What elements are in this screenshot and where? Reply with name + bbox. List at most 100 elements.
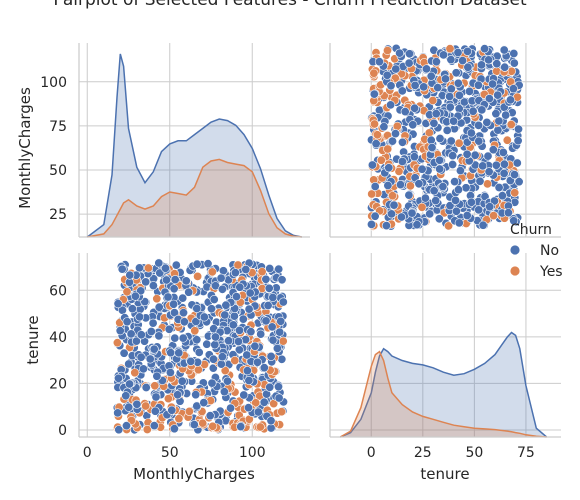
scatter-point-no bbox=[117, 264, 127, 274]
scatter-point-no bbox=[395, 48, 405, 58]
scatter-point-no bbox=[148, 318, 158, 328]
x-axis-label-tenure: tenure bbox=[420, 465, 469, 483]
scatter-point-no bbox=[454, 218, 464, 228]
scatter-point-no bbox=[412, 220, 422, 230]
scatter-point-no bbox=[216, 359, 226, 369]
scatter-point-no bbox=[274, 264, 284, 274]
scatter-monthlycharges-vs-tenure-panel: 0 20 40 60 0 50 100 bbox=[49, 253, 310, 461]
scatter-point-no bbox=[499, 159, 509, 169]
scatter-point-no bbox=[451, 68, 461, 78]
scatter-point-no bbox=[386, 209, 396, 219]
scatter-point-no bbox=[448, 151, 458, 161]
scatter-point-no bbox=[512, 158, 522, 168]
scatter-point-no bbox=[150, 406, 160, 416]
scatter-point-no bbox=[390, 129, 400, 139]
scatter-point-no bbox=[167, 405, 177, 415]
scatter-point-yes bbox=[174, 414, 184, 424]
scatter-point-no bbox=[163, 292, 173, 302]
scatter-point-no bbox=[278, 297, 288, 307]
scatter-point-no bbox=[431, 57, 441, 67]
scatter-point-no bbox=[482, 117, 492, 127]
scatter-point-no bbox=[114, 425, 124, 435]
scatter-point-yes bbox=[489, 211, 499, 221]
scatter-point-no bbox=[244, 304, 254, 314]
scatter-point-no bbox=[466, 128, 476, 138]
scatter-point-no bbox=[229, 311, 239, 321]
scatter-point-no bbox=[493, 90, 503, 100]
scatter-point-no bbox=[438, 50, 448, 60]
scatter-point-yes bbox=[190, 326, 200, 336]
scatter-point-no bbox=[474, 120, 484, 130]
scatter-point-no bbox=[184, 287, 194, 297]
scatter-point-no bbox=[221, 300, 231, 310]
scatter-tenure-vs-monthlycharges-panel bbox=[329, 43, 561, 238]
scatter-point-yes bbox=[510, 188, 520, 198]
kde-no-line bbox=[86, 53, 302, 238]
scatter-point-no bbox=[264, 283, 274, 293]
scatter-point-yes bbox=[141, 401, 151, 411]
scatter-point-no bbox=[458, 56, 468, 66]
scatter-point-yes bbox=[150, 381, 160, 391]
scatter-point-no bbox=[276, 316, 286, 326]
scatter-point-no bbox=[434, 214, 444, 224]
y-tick-label: 100 bbox=[40, 75, 67, 91]
scatter-point-no bbox=[177, 376, 187, 386]
legend-label-yes: Yes bbox=[539, 264, 563, 280]
scatter-point-no bbox=[178, 293, 188, 303]
scatter-point-no bbox=[256, 329, 266, 339]
scatter-point-no bbox=[404, 58, 414, 68]
scatter-point-no bbox=[480, 44, 490, 54]
scatter-point-yes bbox=[207, 267, 217, 277]
scatter-point-no bbox=[505, 95, 515, 105]
scatter-point-no bbox=[141, 277, 151, 287]
scatter-point-no bbox=[191, 390, 201, 400]
scatter-point-no bbox=[242, 350, 252, 360]
scatter-point-no bbox=[266, 416, 276, 426]
scatter-point-no bbox=[272, 343, 282, 353]
scatter-point-yes bbox=[277, 407, 287, 417]
scatter-point-no bbox=[266, 351, 276, 361]
scatter-point-no bbox=[382, 70, 392, 80]
scatter-point-no bbox=[136, 352, 146, 362]
scatter-point-no bbox=[179, 308, 189, 318]
scatter-point-no bbox=[501, 110, 511, 120]
scatter-point-no bbox=[446, 136, 456, 146]
scatter-point-no bbox=[407, 208, 417, 218]
scatter-point-no bbox=[369, 89, 379, 99]
scatter-point-no bbox=[461, 183, 471, 193]
scatter-point-no bbox=[207, 378, 217, 388]
scatter-point-no bbox=[122, 421, 132, 431]
y-tick-label: 20 bbox=[49, 376, 67, 392]
scatter-point-no bbox=[113, 408, 123, 418]
scatter-point-yes bbox=[230, 355, 240, 365]
scatter-point-no bbox=[268, 292, 278, 302]
scatter-point-no bbox=[491, 109, 501, 119]
scatter-point-no bbox=[514, 177, 524, 187]
scatter-point-no bbox=[226, 403, 236, 413]
scatter-point-no bbox=[149, 421, 159, 431]
scatter-point-no bbox=[191, 316, 201, 326]
kde-yes-line bbox=[87, 158, 302, 238]
scatter-point-no bbox=[462, 46, 472, 56]
scatter-point-yes bbox=[255, 422, 265, 432]
scatter-point-no bbox=[420, 193, 430, 203]
scatter-point-no bbox=[277, 275, 287, 285]
scatter-point-no bbox=[275, 327, 285, 337]
scatter-point-no bbox=[228, 320, 238, 330]
scatter-point-no bbox=[476, 60, 486, 70]
scatter-point-no bbox=[395, 180, 405, 190]
scatter-point-no bbox=[468, 106, 478, 116]
scatter-point-no bbox=[154, 302, 164, 312]
scatter-point-no bbox=[127, 304, 137, 314]
kde-yes-line bbox=[339, 350, 547, 438]
y-tick-label: 40 bbox=[49, 330, 67, 346]
scatter-point-no bbox=[170, 275, 180, 285]
scatter-point-no bbox=[455, 166, 465, 176]
scatter-point-no bbox=[445, 201, 455, 211]
y-tick-label: 50 bbox=[49, 163, 67, 179]
kde-yes-area bbox=[340, 351, 547, 437]
y-tick-label: 25 bbox=[49, 207, 67, 223]
scatter-point-no bbox=[370, 182, 380, 192]
scatter-point-no bbox=[122, 317, 132, 327]
scatter-point-no bbox=[164, 324, 174, 334]
